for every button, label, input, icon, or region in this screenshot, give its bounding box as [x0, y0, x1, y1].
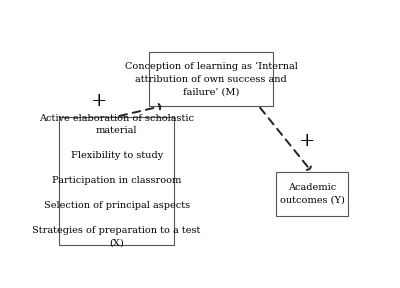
- Text: Academic
outcomes (Y): Academic outcomes (Y): [280, 183, 344, 205]
- Text: Conception of learning as ‘Internal
attribution of own success and
failure’ (M): Conception of learning as ‘Internal attr…: [125, 62, 298, 96]
- Text: Active elaboration of scholastic
material

Flexibility to study

Participation i: Active elaboration of scholastic materia…: [32, 114, 201, 248]
- Text: +: +: [299, 132, 316, 150]
- FancyBboxPatch shape: [276, 172, 348, 216]
- FancyBboxPatch shape: [59, 117, 174, 245]
- FancyBboxPatch shape: [149, 52, 273, 105]
- Text: +: +: [91, 92, 108, 110]
